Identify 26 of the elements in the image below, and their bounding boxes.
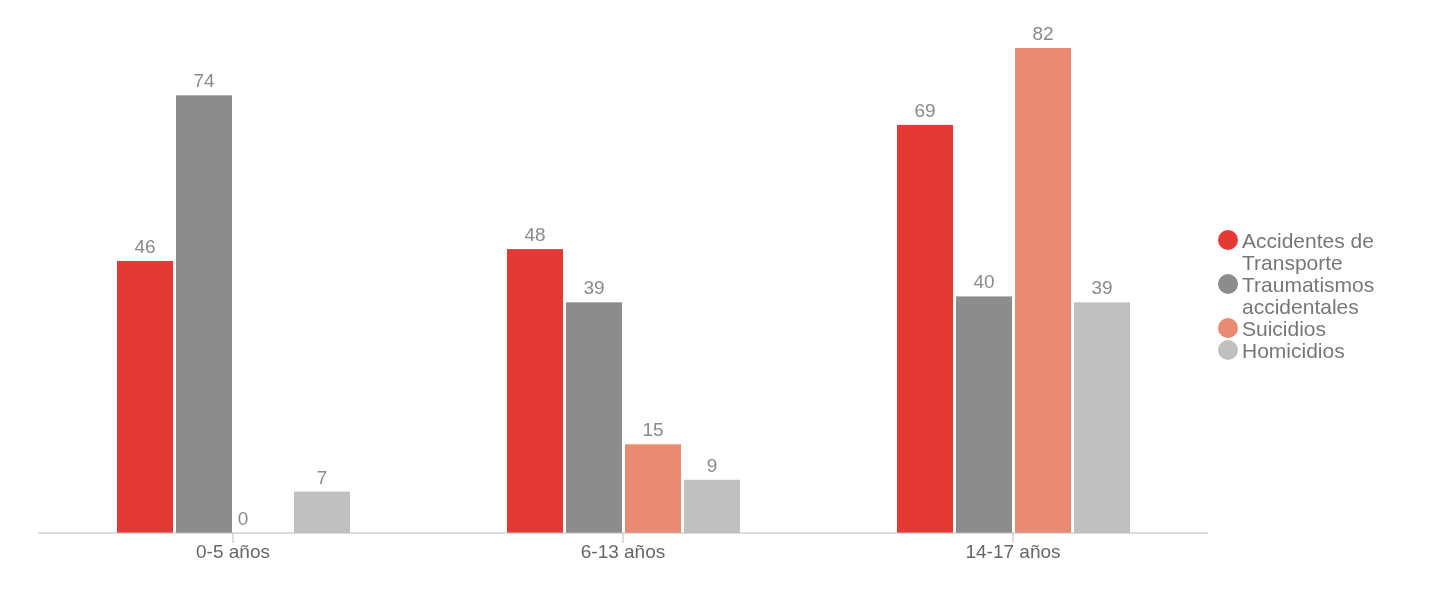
x-tick-label: 14-17 años <box>965 541 1061 563</box>
data-label: 40 <box>973 271 995 293</box>
bar <box>897 124 953 533</box>
bar <box>566 302 622 533</box>
data-label: 7 <box>316 466 328 488</box>
data-label: 82 <box>1032 23 1054 44</box>
x-tick-label: 0-5 años <box>196 541 270 563</box>
data-label: 9 <box>706 454 718 476</box>
data-label: 46 <box>134 235 156 257</box>
data-label: 39 <box>583 277 605 299</box>
x-tick-label: 6-13 años <box>580 541 666 563</box>
legend-label: Accidentes de Transporte <box>1242 228 1375 274</box>
bar <box>176 95 232 533</box>
data-label: 48 <box>524 224 546 246</box>
data-label: 69 <box>914 99 936 121</box>
bar <box>507 249 563 533</box>
legend-label: Suicidios <box>1242 316 1328 340</box>
bar <box>1015 48 1071 533</box>
legend-label: Homicidios <box>1242 338 1346 362</box>
data-label: 0 <box>237 508 249 529</box>
bar <box>956 296 1012 533</box>
data-label: 74 <box>193 70 215 92</box>
bar <box>625 444 681 533</box>
data-label: 15 <box>642 419 664 441</box>
bar <box>117 260 173 533</box>
data-label: 39 <box>1091 277 1113 299</box>
